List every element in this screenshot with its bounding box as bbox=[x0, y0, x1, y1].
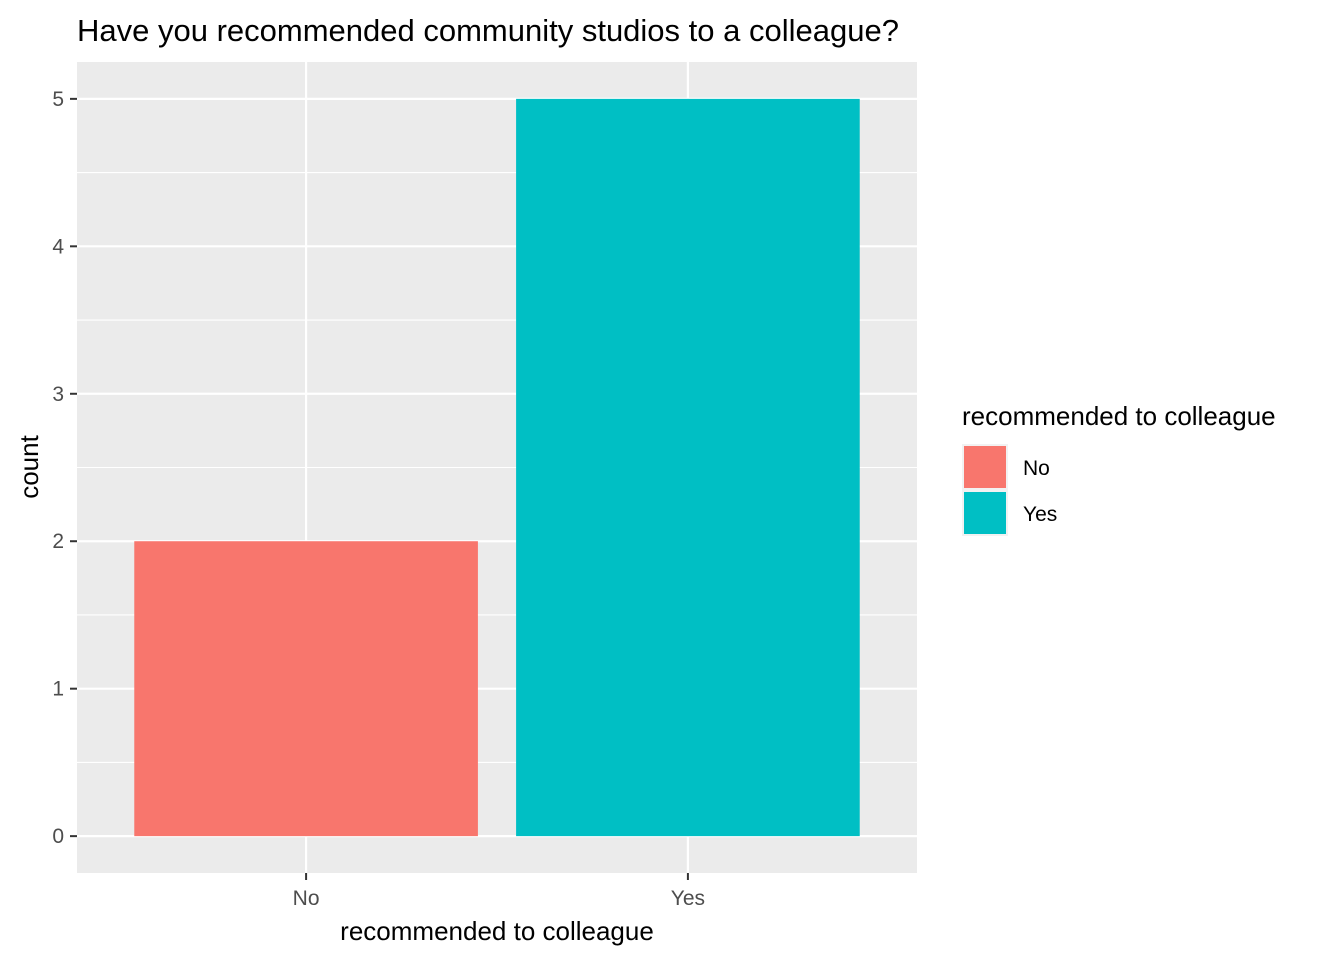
x-axis: No Yes bbox=[293, 873, 705, 910]
x-tick-label: No bbox=[293, 887, 320, 910]
y-tick-label: 4 bbox=[52, 235, 64, 258]
chart-title: Have you recommended community studios t… bbox=[77, 13, 899, 48]
y-tick-label: 1 bbox=[52, 678, 64, 701]
bar-no bbox=[134, 541, 478, 837]
legend-label: No bbox=[1023, 457, 1050, 480]
y-tick-label: 3 bbox=[52, 383, 64, 406]
x-tick-label: Yes bbox=[671, 887, 705, 910]
legend: recommended to colleague No Yes bbox=[962, 401, 1276, 536]
legend-key-no bbox=[964, 446, 1006, 488]
bar-yes bbox=[516, 98, 860, 837]
y-tick-label: 2 bbox=[52, 530, 64, 553]
y-tick-label: 0 bbox=[52, 825, 64, 848]
legend-title: recommended to colleague bbox=[962, 401, 1276, 431]
y-axis-title: count bbox=[14, 434, 44, 498]
y-tick-label: 5 bbox=[52, 88, 64, 111]
legend-label: Yes bbox=[1023, 503, 1057, 526]
bars bbox=[134, 98, 860, 837]
y-axis: 0 1 2 3 4 5 bbox=[52, 88, 77, 848]
x-axis-title: recommended to colleague bbox=[340, 916, 654, 946]
legend-key-yes bbox=[964, 492, 1006, 534]
